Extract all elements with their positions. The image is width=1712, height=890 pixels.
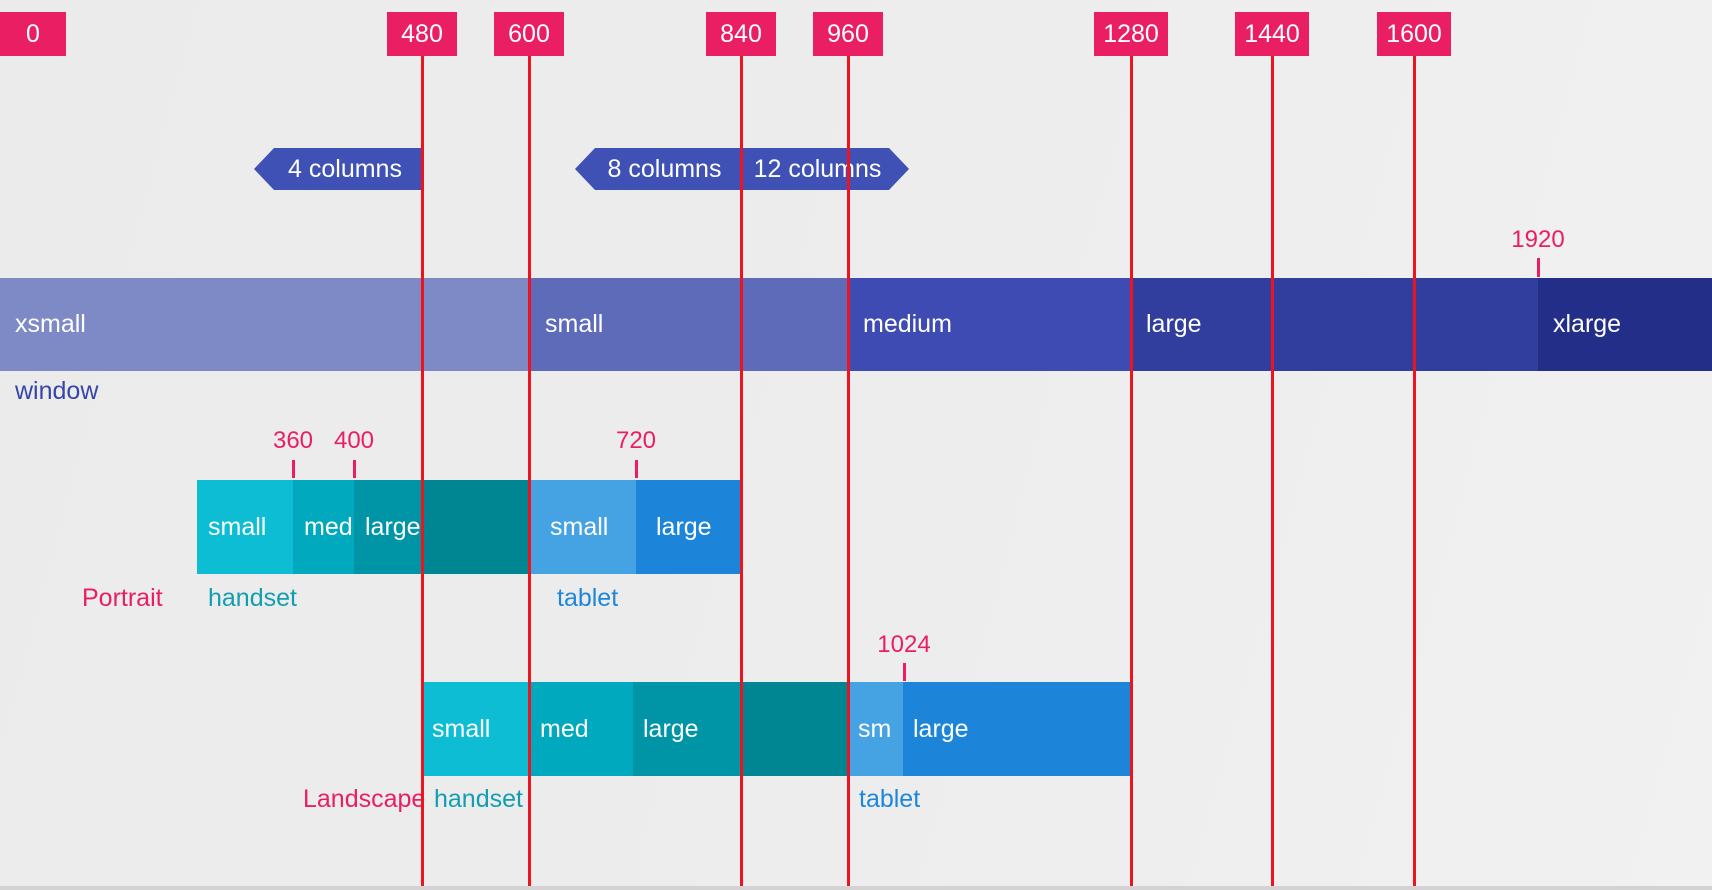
marker-label-1920: 1920 [1511, 226, 1565, 253]
window-segment-label: small [545, 310, 604, 338]
portrait-handset-segment-label: small [208, 512, 267, 541]
landscape-tablet-segment-label: sm [858, 714, 892, 743]
portrait-handset-segment-label: med [304, 512, 353, 541]
portrait-tablet-segment-label: small [550, 512, 609, 541]
breakpoint-flag-1280: 1280 [1094, 12, 1168, 56]
portrait-tablet-segment-small: small [530, 480, 636, 574]
landscape-handset-segment-label: small [432, 714, 491, 743]
ruler-line-1600 [1412, 56, 1416, 886]
breakpoint-flag-840: 840 [706, 12, 776, 56]
landscape-tablet-segment-large: large [903, 682, 1131, 776]
marker-label-400: 400 [333, 427, 375, 454]
marker-tick-400 [352, 460, 356, 478]
portrait-handset-segment-ext [422, 480, 530, 574]
breakpoint-flag-1440: 1440 [1235, 12, 1309, 56]
breakpoint-flag-0: 0 [0, 12, 66, 56]
marker-tick-720 [634, 460, 638, 478]
window-segment-xlarge: xlarge [1538, 278, 1712, 371]
landscape-handset-segment-med: med [530, 682, 633, 776]
landscape-handset-segment-label: med [540, 714, 589, 743]
marker-tick-360 [291, 460, 295, 478]
window-segment-label: xlarge [1553, 310, 1622, 338]
caption-landscape-tablet: tablet [859, 785, 921, 813]
portrait-handset-segment-label: large [365, 512, 421, 541]
landscape-handset-segment-large: large [633, 682, 741, 776]
ruler-line-960 [846, 56, 850, 886]
landscape-handset-segment-small: small [422, 682, 530, 776]
portrait-handset-segment-med: med [293, 480, 354, 574]
breakpoint-flag-1600: 1600 [1377, 12, 1451, 56]
window-segment-label: xsmall [15, 310, 86, 338]
ruler-line-1440 [1270, 56, 1274, 886]
badge-12-columns: 12 columns [740, 148, 909, 190]
caption-landscape-handset: handset [434, 785, 523, 813]
window-segment-small: small [530, 278, 848, 371]
marker-label-360: 360 [272, 427, 314, 454]
ruler-line-1280 [1129, 56, 1133, 886]
badge-4-columns: 4 columns [254, 148, 422, 190]
marker-tick-1024 [902, 663, 906, 681]
ruler-line-840 [739, 56, 743, 886]
marker-label-720: 720 [615, 427, 657, 454]
badge-8-columns: 8 columns [575, 148, 740, 190]
window-segment-large: large [1131, 278, 1538, 371]
window-segment-label: large [1146, 310, 1202, 338]
ruler-line-600 [527, 56, 531, 886]
caption-landscape: Landscape [303, 785, 426, 813]
window-segment-label: medium [863, 310, 952, 338]
portrait-tablet-segment-large: large [636, 480, 741, 574]
ruler-line-480 [420, 56, 424, 886]
marker-tick-1920 [1536, 258, 1540, 277]
portrait-handset-segment-small: small [197, 480, 293, 574]
bottom-border [0, 886, 1712, 890]
marker-label-1024: 1024 [877, 631, 931, 658]
landscape-handset-segment-label: large [643, 714, 699, 743]
caption-portrait: Portrait [82, 584, 163, 612]
portrait-handset-segment-large: large [354, 480, 422, 574]
landscape-tablet-segment-sm: sm [848, 682, 903, 776]
breakpoint-flag-960: 960 [813, 12, 883, 56]
caption-portrait-tablet: tablet [557, 584, 619, 612]
window-segment-medium: medium [848, 278, 1131, 371]
caption-portrait-handset: handset [208, 584, 297, 612]
landscape-tablet-segment-label: large [913, 714, 969, 743]
breakpoint-flag-480: 480 [387, 12, 457, 56]
window-segment-xsmall: xsmall [0, 278, 530, 371]
caption-window: window [15, 377, 99, 405]
landscape-handset-segment-ext [741, 682, 848, 776]
breakpoint-flag-600: 600 [494, 12, 564, 56]
portrait-tablet-segment-label: large [656, 512, 712, 541]
